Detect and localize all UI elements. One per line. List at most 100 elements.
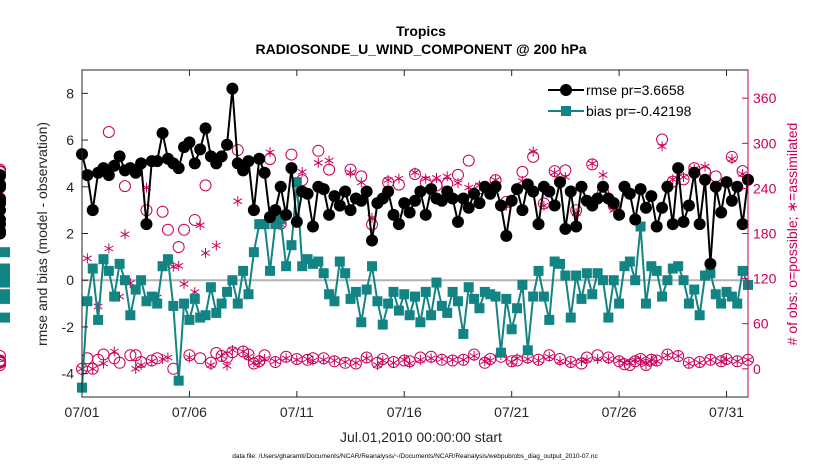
bias-marker: [227, 275, 238, 286]
x-tick-label: 07/21: [494, 404, 529, 420]
bias-marker: [200, 310, 211, 321]
bias-marker: [0, 263, 10, 274]
bias-marker: [495, 347, 506, 358]
obs-assimilated-marker: [120, 229, 130, 240]
bias-marker: [383, 298, 394, 309]
bias-marker: [640, 298, 651, 309]
obs-assimilated-marker: [243, 351, 254, 362]
rmse-marker: [0, 180, 6, 193]
bias-marker: [173, 375, 184, 386]
obs-assimilated-marker: [238, 346, 248, 357]
obs-assimilated-marker: [184, 352, 194, 363]
rmse-marker: [543, 185, 556, 198]
rmse-marker: [435, 194, 448, 207]
obs-assimilated-marker: [297, 166, 307, 177]
obs-assimilated-marker: [421, 173, 431, 184]
bias-marker: [442, 307, 453, 318]
bias-marker: [136, 275, 147, 286]
rmse-marker: [269, 204, 282, 217]
rmse-marker: [221, 138, 234, 151]
obs-assimilated-marker: [329, 355, 340, 366]
rmse-marker: [135, 157, 148, 170]
rmse-marker: [693, 218, 706, 231]
rmse-marker: [253, 152, 266, 165]
bias-marker: [646, 261, 657, 272]
bias-marker: [608, 275, 619, 286]
obs-assimilated-marker: [292, 354, 302, 365]
bias-series: [0, 177, 753, 393]
rmse-marker: [398, 197, 411, 210]
legend: rmse pr=3.6658 bias pr=-0.42198: [546, 76, 742, 122]
bias-marker: [490, 291, 501, 302]
obs-assimilated-marker: [372, 360, 382, 371]
bias-marker: [195, 312, 206, 323]
rmse-marker: [688, 166, 701, 179]
bias-marker: [452, 296, 463, 307]
obs-assimilated-marker: [98, 358, 109, 369]
obs-assimilated-marker: [593, 354, 603, 364]
obs-assimilated-marker: [233, 196, 243, 207]
obs-assimilated-marker: [179, 278, 189, 289]
bias-marker: [152, 298, 163, 309]
obs-assimilated-marker: [195, 220, 205, 231]
obs-assimilated-marker: [716, 356, 726, 367]
rmse-marker: [500, 229, 513, 242]
obs-assimilated-marker: [721, 354, 732, 365]
y-tick-label: -2: [62, 319, 75, 335]
obs-assimilated-marker: [614, 355, 624, 366]
bias-marker: [635, 221, 646, 232]
bias-marker: [528, 291, 539, 302]
rmse-marker: [328, 190, 341, 203]
rmse-marker: [634, 183, 647, 196]
bias-marker: [291, 177, 302, 188]
rmse-marker: [414, 185, 427, 198]
obs-assimilated-marker: [319, 354, 329, 365]
obs-assimilated-marker: [351, 357, 361, 368]
obs-assimilated-marker: [657, 141, 667, 152]
obs-assimilated-marker: [431, 172, 442, 183]
bias-marker: [555, 258, 566, 269]
rmse-marker: [709, 180, 722, 193]
bias-marker: [404, 310, 415, 321]
bias-marker: [630, 275, 641, 286]
obs-assimilated-marker: [270, 356, 280, 367]
obs-possible-marker: [178, 223, 191, 236]
obs-assimilated-marker: [727, 154, 737, 165]
rmse-marker: [323, 208, 336, 221]
rmse-marker: [366, 234, 379, 247]
bias-marker: [463, 282, 474, 293]
bias-marker: [689, 284, 700, 295]
bias-marker: [318, 268, 329, 279]
y-tick-label: 2: [66, 226, 74, 242]
obs-assimilated-marker: [410, 167, 420, 178]
bias-marker: [683, 298, 694, 309]
rmse-marker: [591, 192, 604, 205]
x-tick-label: 07/26: [602, 404, 637, 420]
bias-marker: [286, 240, 297, 251]
obs-assimilated-marker: [507, 357, 517, 367]
bias-marker: [0, 277, 10, 288]
y-tick-label: 6: [66, 132, 74, 148]
y2-axis-ticks: 0 60 120 180 240 300 360: [742, 90, 777, 377]
bias-marker: [420, 286, 431, 297]
bias-marker: [275, 214, 286, 225]
obs-assimilated-marker: [104, 243, 114, 254]
obs-assimilated-marker: [254, 357, 264, 368]
y-tick-label: -4: [62, 366, 75, 382]
bias-marker: [216, 298, 227, 309]
obs-assimilated-marker: [469, 351, 479, 361]
obs-assimilated-marker: [227, 345, 237, 355]
y2-tick-label: 180: [753, 226, 777, 242]
rmse-marker: [473, 197, 486, 210]
bias-marker: [125, 310, 136, 321]
rmse-marker: [575, 180, 588, 193]
rmse-marker: [725, 194, 738, 207]
bias-marker: [302, 254, 313, 265]
bias-marker: [544, 314, 555, 325]
bias-marker: [179, 298, 190, 309]
obs-assimilated-marker: [705, 354, 715, 365]
obs-assimilated-marker: [405, 358, 415, 369]
bias-marker: [710, 289, 721, 300]
bias-marker: [447, 286, 458, 297]
bias-marker: [130, 284, 141, 295]
